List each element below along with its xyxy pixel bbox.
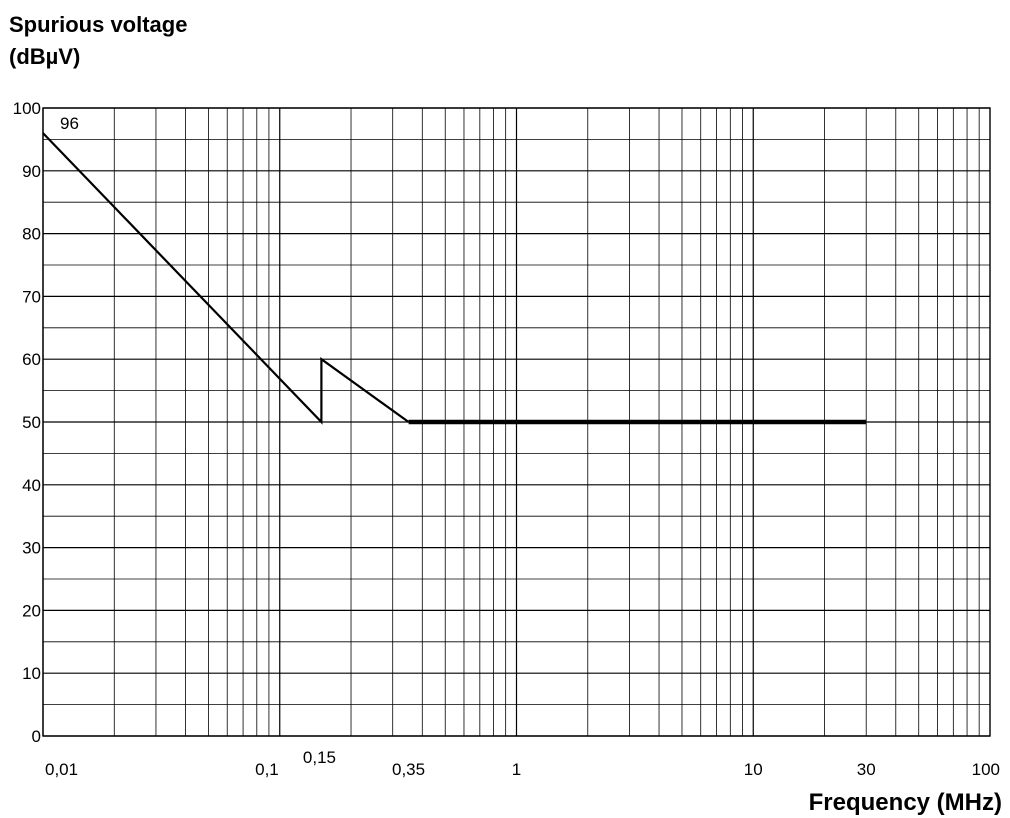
x-tick-label: 0,15 [303,748,336,767]
y-tick-label: 20 [22,601,41,620]
x-tick-label: 1 [512,760,521,779]
y-tick-label: 60 [22,350,41,369]
series-group [42,132,867,425]
y-tick-label: 30 [22,539,41,558]
tick-labels: 0 10 20 30 40 50 60 70 80 90 100 0,01 0,1 0,15 0,35 1 10… [13,99,1000,779]
y-tick-label: 0 [32,727,41,746]
x-tick-label: 0,1 [255,760,279,779]
y-axis-label-line-2: (dBµV) [9,44,81,69]
y-tick-label: 70 [22,287,41,306]
x-tick-label: 10 [744,760,763,779]
y-tick-label: 40 [22,476,41,495]
y-tick-label: 50 [22,413,41,432]
series-line-1 [42,132,410,425]
y-axis-label-line-1: Spurious voltage [9,12,188,37]
y-tick-label: 80 [22,225,41,244]
annotation-label: 96 [60,114,79,133]
plot-frame [42,107,991,737]
x-tick-label: 0,35 [392,760,425,779]
y-tick-label: 90 [22,162,41,181]
annotations: 96 [60,114,79,133]
x-axis-label: Frequency (MHz) [808,789,1002,816]
x-tick-label: 100 [972,760,1000,779]
y-tick-label: 100 [13,99,41,118]
x-tick-label: 0,01 [45,760,78,779]
y-tick-label: 10 [22,664,41,683]
x-tick-label: 30 [857,760,876,779]
